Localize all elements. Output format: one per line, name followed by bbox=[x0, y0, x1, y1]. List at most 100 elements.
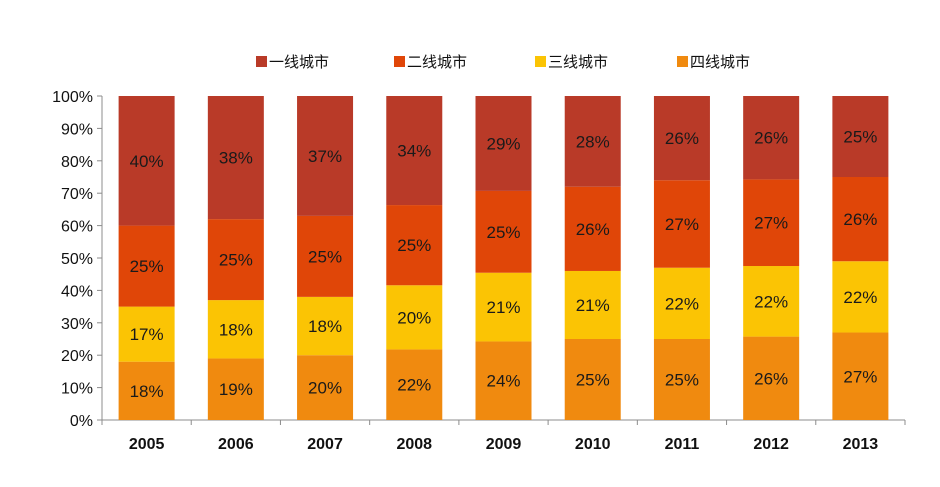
data-label: 18% bbox=[219, 320, 253, 339]
bar-segment bbox=[118, 225, 175, 307]
data-label: 22% bbox=[843, 288, 877, 307]
x-tick-label: 2013 bbox=[843, 436, 879, 453]
legend-swatch bbox=[394, 56, 405, 67]
bar-segment bbox=[118, 361, 175, 420]
bars bbox=[118, 96, 889, 420]
bar-segment bbox=[475, 96, 532, 191]
bar-segment bbox=[475, 341, 532, 420]
x-tick-label: 2010 bbox=[575, 436, 611, 453]
x-tick-label: 2006 bbox=[218, 436, 254, 453]
bar-segment bbox=[564, 270, 621, 339]
x-tick-label: 2005 bbox=[129, 436, 165, 453]
data-label: 22% bbox=[665, 294, 699, 313]
bar-segment bbox=[386, 205, 443, 286]
data-label: 27% bbox=[754, 214, 788, 233]
data-label: 25% bbox=[843, 128, 877, 147]
data-label: 34% bbox=[397, 142, 431, 161]
y-tick-label: 40% bbox=[61, 283, 93, 300]
bar-segment bbox=[743, 96, 800, 180]
bar-segment bbox=[743, 266, 800, 337]
data-label: 25% bbox=[665, 371, 699, 390]
data-label: 29% bbox=[486, 134, 520, 153]
bar-segment bbox=[743, 179, 800, 267]
x-tick-label: 2007 bbox=[307, 436, 343, 453]
bar-segment bbox=[564, 96, 621, 187]
legend-swatch bbox=[535, 56, 546, 67]
data-labels: 18% 17% 25% 40% 19% 18% 25% 38% 20% 18% 25% 37% 22% 2… bbox=[130, 128, 878, 401]
legend-label: 三线城市 bbox=[548, 53, 608, 71]
data-label: 25% bbox=[219, 251, 253, 270]
data-label: 25% bbox=[486, 223, 520, 242]
bar-segment bbox=[297, 296, 354, 356]
data-label: 25% bbox=[130, 257, 164, 276]
bar-segment bbox=[386, 349, 443, 420]
bar-segment bbox=[653, 267, 710, 339]
data-label: 26% bbox=[754, 129, 788, 148]
x-tick-label: 2012 bbox=[753, 436, 789, 453]
axes: 0% 10% 20% 30% 40% 50% 60% 70% 80% 90% 100% 2005 200… bbox=[52, 89, 906, 453]
legend-swatch bbox=[256, 56, 267, 67]
bar-segment bbox=[118, 96, 175, 226]
bar-segment bbox=[207, 300, 264, 359]
bar-segment bbox=[653, 339, 710, 420]
data-label: 21% bbox=[486, 298, 520, 317]
bar-segment bbox=[475, 272, 532, 342]
legend-label: 四线城市 bbox=[690, 53, 750, 71]
data-label: 27% bbox=[843, 367, 877, 386]
y-tick-label: 50% bbox=[61, 251, 93, 268]
data-label: 18% bbox=[308, 317, 342, 336]
bar-segment bbox=[832, 261, 889, 333]
data-label: 21% bbox=[576, 296, 610, 315]
bar-segment bbox=[475, 190, 532, 273]
data-label: 25% bbox=[397, 236, 431, 255]
y-tick-label: 60% bbox=[61, 219, 93, 236]
bar-segment bbox=[386, 96, 443, 206]
data-label: 17% bbox=[130, 325, 164, 344]
bar-segment bbox=[564, 186, 621, 271]
bar-segment bbox=[297, 96, 354, 216]
bar-segment bbox=[832, 177, 889, 262]
data-label: 40% bbox=[130, 152, 164, 171]
x-tick-label: 2008 bbox=[396, 436, 432, 453]
data-label: 22% bbox=[754, 292, 788, 311]
y-tick-label: 80% bbox=[61, 154, 93, 171]
data-label: 38% bbox=[219, 149, 253, 168]
data-label: 18% bbox=[130, 382, 164, 401]
x-tick-label: 2009 bbox=[486, 436, 522, 453]
data-label: 20% bbox=[308, 379, 342, 398]
legend: 一线城市 二线城市 三线城市 四线城市 bbox=[256, 53, 750, 71]
bar-segment bbox=[297, 215, 354, 297]
legend-label: 一线城市 bbox=[269, 53, 329, 71]
data-label: 22% bbox=[397, 376, 431, 395]
y-tick-label: 30% bbox=[61, 316, 93, 333]
bar-segment bbox=[832, 96, 889, 177]
data-label: 27% bbox=[665, 215, 699, 234]
legend-swatch bbox=[677, 56, 688, 67]
bar-segment bbox=[207, 219, 264, 301]
bar-segment bbox=[832, 332, 889, 420]
data-label: 26% bbox=[576, 220, 610, 239]
bar-segment bbox=[207, 358, 264, 420]
y-tick-label: 70% bbox=[61, 186, 93, 203]
bar-segment bbox=[653, 96, 710, 181]
bar-segment bbox=[207, 96, 264, 220]
data-label: 24% bbox=[486, 372, 520, 391]
y-tick-label: 20% bbox=[61, 348, 93, 365]
data-label: 26% bbox=[665, 129, 699, 148]
data-label: 26% bbox=[843, 210, 877, 229]
bar-segment bbox=[653, 180, 710, 268]
bar-segment bbox=[297, 355, 354, 420]
bar-segment bbox=[743, 336, 800, 420]
x-tick-label: 2011 bbox=[665, 436, 700, 453]
bar-segment bbox=[564, 339, 621, 420]
y-tick-label: 10% bbox=[61, 381, 93, 398]
data-label: 19% bbox=[219, 380, 253, 399]
data-label: 37% bbox=[308, 147, 342, 166]
data-label: 25% bbox=[308, 247, 342, 266]
y-tick-label: 0% bbox=[70, 413, 93, 430]
y-tick-label: 90% bbox=[61, 121, 93, 138]
bar-segment bbox=[386, 285, 443, 350]
legend-label: 二线城市 bbox=[407, 53, 467, 71]
data-label: 28% bbox=[576, 132, 610, 151]
